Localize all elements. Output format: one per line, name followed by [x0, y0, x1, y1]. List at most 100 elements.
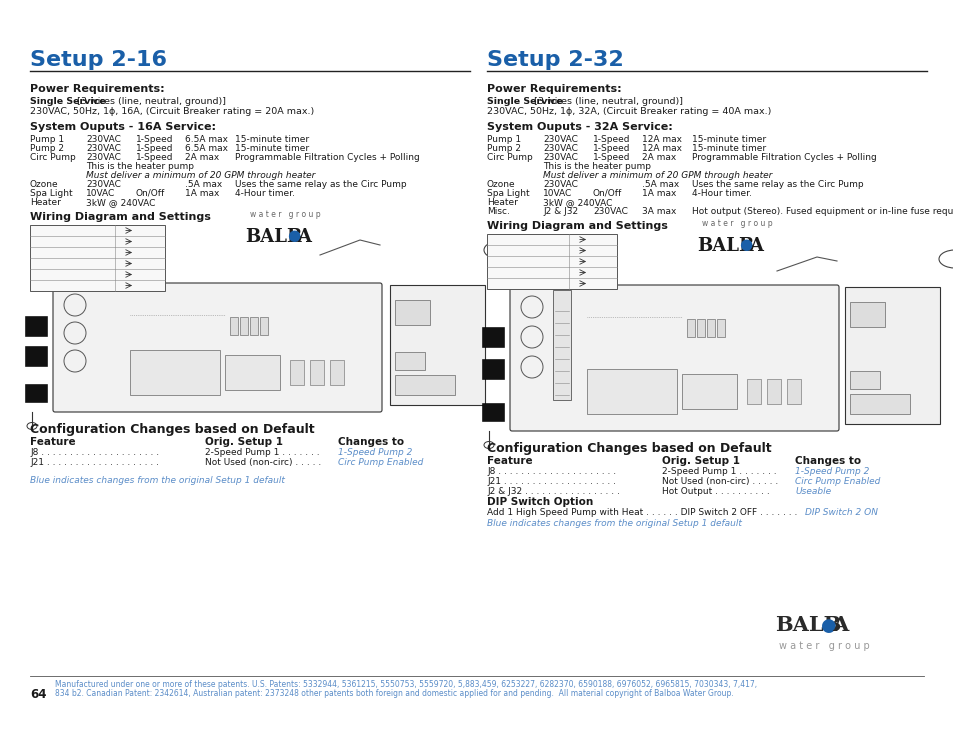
Bar: [844, 287, 939, 424]
Text: Setup 2-32: Setup 2-32: [486, 50, 623, 70]
Text: Configuration Changes based on Default: Configuration Changes based on Default: [486, 442, 771, 455]
Text: 4-Hour timer.: 4-Hour timer.: [234, 189, 294, 198]
Text: Circ Pump Enabled: Circ Pump Enabled: [794, 477, 880, 486]
Bar: [290, 360, 304, 385]
Bar: [849, 302, 884, 327]
Bar: [395, 352, 424, 370]
Text: 15-minute timer: 15-minute timer: [691, 135, 765, 144]
Text: System Ouputs - 32A Service:: System Ouputs - 32A Service:: [486, 122, 672, 132]
Text: Ozone: Ozone: [30, 180, 58, 189]
Bar: [230, 317, 237, 335]
Text: Changes to: Changes to: [337, 437, 404, 447]
Text: 230VAC: 230VAC: [86, 135, 121, 144]
Text: 2-Speed Pump 1 . . . . . . .: 2-Speed Pump 1 . . . . . . .: [205, 448, 319, 457]
Text: 3A max: 3A max: [641, 207, 676, 216]
Text: 6.5A max: 6.5A max: [185, 135, 228, 144]
Text: Hot Output . . . . . . . . . .: Hot Output . . . . . . . . . .: [661, 487, 769, 496]
Bar: [486, 234, 617, 289]
Text: 6.5A max: 6.5A max: [185, 144, 228, 153]
Bar: [395, 300, 430, 325]
Text: Heater: Heater: [30, 198, 61, 207]
Text: 1A max: 1A max: [185, 189, 219, 198]
Bar: [225, 355, 280, 390]
Text: 230VAC: 230VAC: [593, 207, 627, 216]
Text: 1-Speed: 1-Speed: [593, 135, 630, 144]
Text: System Ouputs - 16A Service:: System Ouputs - 16A Service:: [30, 122, 215, 132]
Bar: [250, 317, 257, 335]
Bar: [25, 317, 47, 337]
Text: 2A max: 2A max: [185, 153, 219, 162]
Text: Ozone: Ozone: [486, 180, 515, 189]
Text: [3 wires (line, neutral, ground)]: [3 wires (line, neutral, ground)]: [531, 97, 682, 106]
Text: Wiring Diagram and Settings: Wiring Diagram and Settings: [30, 212, 211, 222]
Text: Uses the same relay as the Circ Pump: Uses the same relay as the Circ Pump: [234, 180, 406, 189]
Text: 230VAC, 50Hz, 1ϕ, 32A, (Circuit Breaker rating = 40A max.): 230VAC, 50Hz, 1ϕ, 32A, (Circuit Breaker …: [486, 107, 771, 116]
Text: Circ Pump: Circ Pump: [30, 153, 75, 162]
Text: Orig. Setup 1: Orig. Setup 1: [661, 456, 740, 466]
Text: 3kW @ 240VAC: 3kW @ 240VAC: [542, 198, 612, 207]
Text: Uses the same relay as the Circ Pump: Uses the same relay as the Circ Pump: [691, 180, 862, 189]
Bar: [849, 394, 909, 414]
Bar: [849, 371, 879, 389]
Text: BALB: BALB: [774, 615, 841, 635]
Text: Spa Light: Spa Light: [30, 189, 72, 198]
Bar: [481, 327, 503, 348]
Bar: [717, 319, 724, 337]
Text: Spa Light: Spa Light: [486, 189, 529, 198]
Text: 230VAC: 230VAC: [542, 135, 578, 144]
Text: w a t e r   g r o u p: w a t e r g r o u p: [701, 219, 772, 228]
Text: 1-Speed: 1-Speed: [136, 144, 173, 153]
Text: A: A: [831, 615, 847, 635]
FancyBboxPatch shape: [510, 285, 838, 431]
Text: 230VAC: 230VAC: [86, 180, 121, 189]
Text: ●: ●: [739, 237, 752, 252]
Text: Circ Pump: Circ Pump: [486, 153, 532, 162]
Bar: [481, 403, 503, 421]
Text: 230VAC: 230VAC: [542, 180, 578, 189]
Text: Power Requirements:: Power Requirements:: [486, 84, 621, 94]
Text: Blue indicates changes from the original Setup 1 default: Blue indicates changes from the original…: [30, 476, 285, 485]
Text: A: A: [748, 237, 762, 255]
Text: J8 . . . . . . . . . . . . . . . . . . . . .: J8 . . . . . . . . . . . . . . . . . . .…: [30, 448, 159, 457]
Text: Configuration Changes based on Default: Configuration Changes based on Default: [30, 423, 314, 436]
Text: 15-minute timer: 15-minute timer: [234, 135, 309, 144]
Text: On/Off: On/Off: [593, 189, 621, 198]
Text: 10VAC: 10VAC: [542, 189, 572, 198]
Bar: [766, 379, 781, 404]
Text: 230VAC: 230VAC: [542, 153, 578, 162]
FancyBboxPatch shape: [53, 283, 381, 412]
Text: Hot output (Stereo). Fused equipment or in-line fuse required.: Hot output (Stereo). Fused equipment or …: [691, 207, 953, 216]
Text: Feature: Feature: [30, 437, 75, 447]
Text: J21 . . . . . . . . . . . . . . . . . . . .: J21 . . . . . . . . . . . . . . . . . . …: [30, 458, 159, 467]
Text: Changes to: Changes to: [794, 456, 861, 466]
Bar: [697, 319, 704, 337]
Bar: [586, 369, 677, 414]
Text: BALB: BALB: [697, 237, 754, 255]
Bar: [681, 374, 737, 409]
Text: w a t e r   g r o u p: w a t e r g r o u p: [779, 641, 869, 651]
Text: A: A: [296, 228, 311, 246]
Text: 834 b2. Canadian Patent: 2342614, Australian patent: 2373248 other patents both : 834 b2. Canadian Patent: 2342614, Austra…: [55, 689, 733, 698]
Text: Not Used (non-circ) . . . . .: Not Used (non-circ) . . . . .: [205, 458, 321, 467]
Text: Manufactured under one or more of these patents. U.S. Patents: 5332944, 5361215,: Manufactured under one or more of these …: [55, 680, 757, 689]
Text: This is the heater pump: This is the heater pump: [86, 162, 193, 171]
Text: w a t e r   g r o u p: w a t e r g r o u p: [250, 210, 320, 219]
Bar: [686, 319, 695, 337]
Text: 1-Speed: 1-Speed: [136, 153, 173, 162]
Text: Not Used (non-circ) . . . . .: Not Used (non-circ) . . . . .: [661, 477, 778, 486]
Text: Pump 1: Pump 1: [30, 135, 64, 144]
Text: 2-Speed Pump 1 . . . . . . .: 2-Speed Pump 1 . . . . . . .: [661, 467, 776, 476]
Text: Circ Pump Enabled: Circ Pump Enabled: [337, 458, 423, 467]
Text: 230VAC: 230VAC: [542, 144, 578, 153]
Text: 1-Speed Pump 2: 1-Speed Pump 2: [337, 448, 412, 457]
Text: .5A max: .5A max: [641, 180, 679, 189]
Text: Useable: Useable: [794, 487, 830, 496]
Text: Programmable Filtration Cycles + Polling: Programmable Filtration Cycles + Polling: [691, 153, 876, 162]
Text: Feature: Feature: [486, 456, 532, 466]
Text: Must deliver a minimum of 20 GPM through heater: Must deliver a minimum of 20 GPM through…: [542, 171, 772, 180]
Bar: [390, 285, 484, 405]
Text: Must deliver a minimum of 20 GPM through heater: Must deliver a minimum of 20 GPM through…: [86, 171, 315, 180]
Text: 1A max: 1A max: [641, 189, 676, 198]
Text: 230VAC: 230VAC: [86, 144, 121, 153]
Text: Wiring Diagram and Settings: Wiring Diagram and Settings: [486, 221, 667, 231]
